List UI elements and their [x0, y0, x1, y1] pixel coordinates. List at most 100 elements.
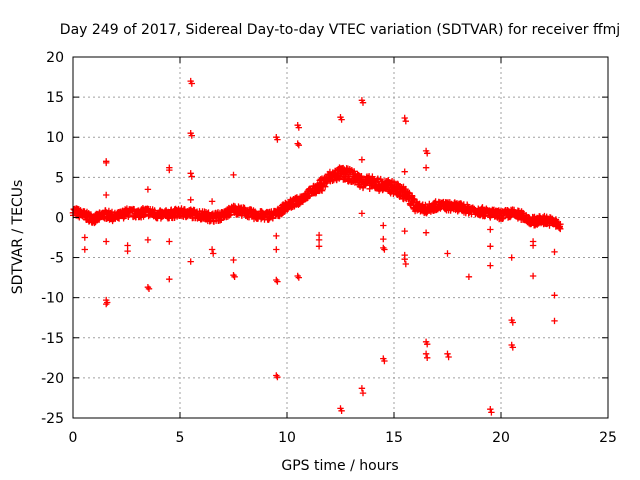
outlier-point: [231, 273, 238, 280]
y-tick-label: -15: [41, 331, 64, 347]
y-tick-label: -20: [41, 371, 64, 387]
outlier-point: [424, 150, 431, 157]
outlier-point: [103, 159, 110, 167]
y-tick-label: 0: [55, 210, 64, 226]
x-tick-label: 25: [599, 430, 617, 446]
y-tick-label: 20: [46, 50, 64, 66]
outlier-point: [166, 166, 173, 174]
y-tick-label: -5: [50, 251, 64, 267]
outlier-point: [124, 247, 131, 255]
outlier-point: [422, 164, 430, 171]
outlier-point: [445, 353, 452, 361]
data-point: [422, 201, 429, 209]
outlier-point: [444, 250, 451, 257]
plot-frame: [72, 56, 609, 419]
outlier-point: [210, 250, 217, 257]
outlier-point: [145, 285, 153, 292]
outlier-point: [380, 235, 387, 243]
outlier-point: [487, 243, 494, 250]
outlier-point: [551, 248, 558, 256]
outlier-point: [424, 341, 431, 348]
y-tick-label: 5: [55, 170, 64, 186]
x-tick-label: 15: [385, 430, 403, 446]
outlier-point: [81, 246, 88, 253]
outlier-point: [273, 246, 280, 253]
outlier-point: [402, 118, 409, 125]
outlier-point: [273, 232, 280, 240]
outlier-point: [381, 246, 388, 253]
outlier-point: [103, 238, 110, 245]
y-tick-label: -10: [41, 291, 64, 307]
x-tick-label: 5: [176, 430, 185, 446]
grid-layer: [73, 57, 608, 418]
outlier-point: [208, 198, 216, 205]
outlier-point: [166, 276, 173, 283]
outlier-point: [144, 236, 152, 244]
outlier-point: [230, 171, 237, 179]
outlier-point: [359, 99, 367, 106]
outlier-point: [295, 124, 302, 131]
outlier-point: [487, 226, 494, 233]
outlier-point: [509, 344, 516, 351]
outlier-point: [274, 278, 281, 285]
outlier-point: [401, 114, 408, 122]
data-layer: [69, 77, 564, 416]
y-tick-label: 15: [46, 90, 64, 106]
outlier-point: [444, 350, 451, 357]
y-axis-label: SDTVAR / TECUs: [10, 180, 26, 295]
y-tick-label: 10: [46, 130, 64, 146]
outlier-point: [338, 116, 345, 123]
data-point: [553, 217, 560, 225]
outlier-point: [380, 222, 387, 229]
outlier-point: [551, 292, 558, 299]
outlier-point: [103, 191, 110, 199]
outlier-point: [401, 168, 408, 175]
data-point: [479, 204, 486, 211]
outlier-point: [274, 136, 281, 143]
outlier-point: [81, 234, 88, 241]
outlier-point: [208, 246, 216, 253]
outlier-point: [465, 273, 473, 280]
outlier-point: [104, 299, 111, 306]
outlier-point: [230, 256, 237, 264]
outlier-point: [422, 229, 430, 236]
x-tick-label: 20: [492, 430, 510, 446]
data-point: [557, 225, 564, 233]
data-point: [322, 183, 329, 190]
outlier-point: [166, 238, 173, 245]
x-tick-label: 0: [69, 430, 78, 446]
x-axis-label: GPS time / hours: [281, 458, 398, 474]
outlier-point: [381, 357, 388, 365]
outlier-point: [295, 274, 302, 281]
outlier-point: [144, 186, 152, 193]
outlier-point: [422, 350, 430, 357]
outlier-point: [358, 210, 366, 217]
x-tick-label: 10: [278, 430, 296, 446]
outlier-point: [315, 236, 323, 244]
outlier-point: [488, 409, 495, 416]
outlier-point: [295, 142, 302, 149]
outlier-point: [188, 173, 195, 180]
outlier-point: [509, 319, 516, 326]
outlier-point: [187, 170, 194, 177]
outlier-point: [487, 406, 494, 413]
outlier-point: [529, 272, 537, 280]
outlier-point: [551, 317, 558, 325]
outlier-point: [529, 242, 537, 249]
outlier-point: [401, 256, 408, 263]
outlier-point: [187, 196, 194, 203]
outlier-point: [508, 254, 515, 261]
data-point: [366, 185, 373, 192]
outlier-point: [402, 260, 409, 268]
outlier-point: [188, 80, 195, 87]
outlier-point: [487, 262, 494, 269]
outlier-point: [274, 373, 281, 381]
y-tick-label: -25: [41, 411, 64, 427]
data-point: [329, 177, 336, 184]
outlier-point: [359, 389, 367, 397]
outlier-point: [424, 354, 431, 361]
data-point: [96, 216, 103, 223]
outlier-point: [358, 385, 366, 392]
outlier-point: [338, 407, 345, 414]
